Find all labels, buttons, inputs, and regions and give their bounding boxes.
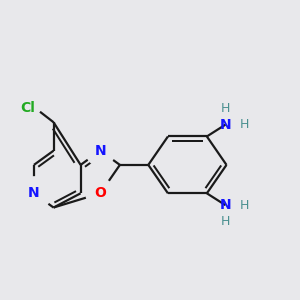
Text: H: H (221, 214, 230, 228)
Text: O: O (94, 186, 106, 200)
Text: N: N (220, 198, 231, 212)
Text: H: H (239, 118, 249, 131)
Text: N: N (220, 118, 231, 132)
Text: N: N (94, 144, 106, 158)
Text: N: N (28, 186, 40, 200)
Text: H: H (239, 199, 249, 212)
Text: H: H (221, 102, 230, 115)
Text: Cl: Cl (21, 101, 36, 115)
